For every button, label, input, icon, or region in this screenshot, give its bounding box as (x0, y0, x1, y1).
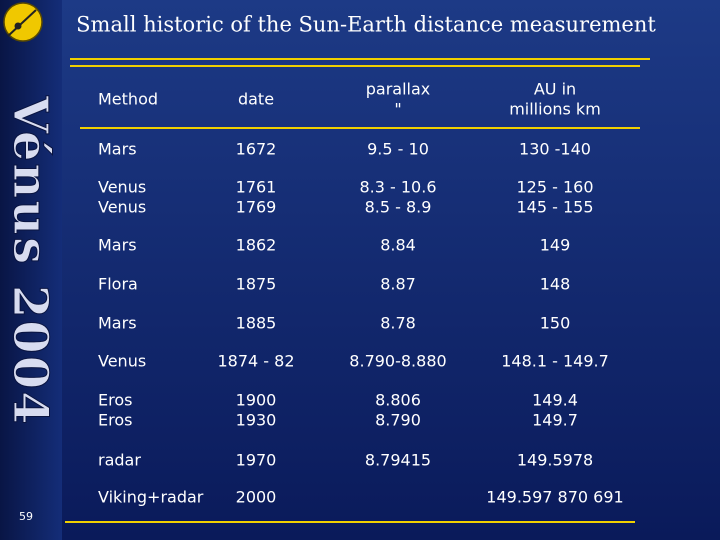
table-cell: 8.78 (380, 314, 416, 333)
table-cell: 149.5978 (517, 451, 593, 470)
table-cell: 1900 (236, 391, 277, 410)
table-cell: 2000 (236, 488, 277, 507)
table-cell: 149 (540, 236, 571, 255)
header-cell: millions km (509, 100, 601, 119)
side-title: Vénus 2004 (2, 95, 58, 427)
header-cell: AU in (534, 80, 576, 99)
header-cell: Method (98, 90, 158, 109)
table-cell: 148.1 - 149.7 (501, 352, 609, 371)
table-cell: Eros (98, 411, 132, 430)
table-cell: 1672 (236, 140, 277, 159)
table-cell: 8.87 (380, 275, 416, 294)
table-cell: 1970 (236, 451, 277, 470)
table-cell: Viking+radar (98, 488, 204, 507)
rules (65, 58, 650, 523)
table-cell: 1862 (236, 236, 277, 255)
table-cell: Venus (98, 352, 146, 371)
header-cell: parallax (366, 80, 431, 99)
table-cell: 149.597 870 691 (486, 488, 623, 507)
table-cell: Venus (98, 198, 146, 217)
table-cell: 8.84 (380, 236, 416, 255)
table-cell: radar (98, 451, 141, 470)
table-cell: 150 (540, 314, 571, 333)
table-cell: Mars (98, 140, 137, 159)
table-cell: 8.3 - 10.6 (359, 178, 436, 197)
table-cell: 130 -140 (519, 140, 591, 159)
table-cell: 8.790 (375, 411, 421, 430)
side-band (0, 0, 62, 540)
table-cell: Flora (98, 275, 138, 294)
table-cell: 8.5 - 8.9 (365, 198, 432, 217)
table-cell: 1930 (236, 411, 277, 430)
table-cell: 9.5 - 10 (367, 140, 429, 159)
table-cell: Mars (98, 236, 137, 255)
table-cell: 8.79415 (365, 451, 431, 470)
table-cell: Eros (98, 391, 132, 410)
table-cell: 8.806 (375, 391, 421, 410)
table-cell: Venus (98, 178, 146, 197)
table-cell: 145 - 155 (516, 198, 593, 217)
table-cell: 8.790-8.880 (349, 352, 446, 371)
logo (3, 2, 43, 42)
table-cell: 149.4 (532, 391, 578, 410)
table-cell: 1761 (236, 178, 277, 197)
table-cell: 1874 - 82 (217, 352, 294, 371)
slide-title: Small historic of the Sun-Earth distance… (76, 13, 656, 37)
header-cell: " (394, 100, 401, 119)
table-cell: 148 (540, 275, 571, 294)
table-cell: 1769 (236, 198, 277, 217)
table-cell: 1885 (236, 314, 277, 333)
header-cell: date (238, 90, 274, 109)
page-number: 59 (19, 510, 33, 523)
table-cell: Mars (98, 314, 137, 333)
table-cell: 1875 (236, 275, 277, 294)
table-cell: 125 - 160 (516, 178, 593, 197)
table-cell: 149.7 (532, 411, 578, 430)
